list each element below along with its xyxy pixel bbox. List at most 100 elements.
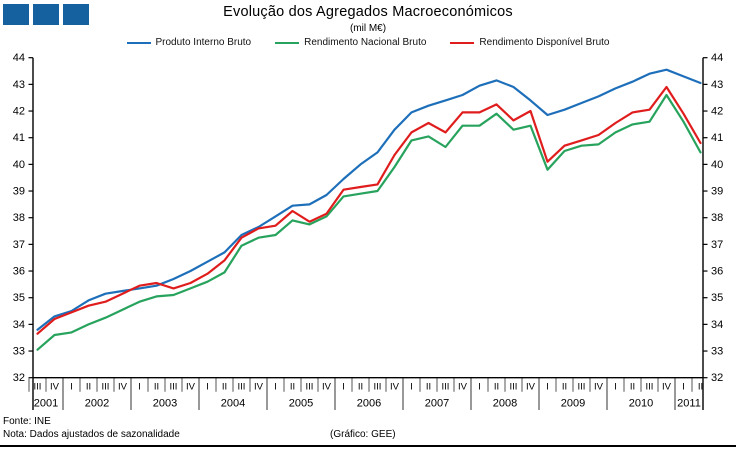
y-axis-label-left: 40 bbox=[13, 159, 25, 171]
year-label: 2005 bbox=[289, 398, 313, 410]
quarter-label: III bbox=[238, 382, 246, 393]
quarter-label: II bbox=[290, 382, 295, 393]
footer-source: Fonte: INE bbox=[3, 416, 51, 427]
legend-line-swatch bbox=[126, 41, 151, 44]
quarter-label: II bbox=[494, 382, 499, 393]
quarter-label: I bbox=[546, 382, 549, 393]
footer-note: Nota: Dados ajustados de sazonalidade bbox=[3, 429, 180, 440]
y-axis-label-left: 35 bbox=[13, 292, 25, 304]
footer-divider bbox=[0, 445, 736, 447]
quarter-label: IV bbox=[526, 382, 536, 393]
quarter-label: II bbox=[358, 382, 363, 393]
quarter-label: I bbox=[206, 382, 209, 393]
legend-item: Rendimento Disponível Bruto bbox=[450, 37, 610, 48]
y-axis-label-right: 36 bbox=[711, 266, 723, 278]
quarter-label: IV bbox=[662, 382, 672, 393]
series-line-rendimento-dispon-vel-bruto bbox=[36, 85, 702, 335]
quarter-label: II bbox=[426, 382, 431, 393]
y-axis-label-right: 42 bbox=[711, 106, 723, 118]
year-label: 2010 bbox=[629, 398, 653, 410]
chart-legend: Produto Interno Bruto Rendimento Nacional… bbox=[0, 37, 736, 48]
quarter-label: III bbox=[170, 382, 178, 393]
chart-subtitle: (mil M€) bbox=[349, 23, 387, 34]
logo-square bbox=[63, 4, 89, 25]
year-label: 2001 bbox=[34, 398, 58, 410]
legend-line-swatch bbox=[450, 41, 475, 44]
quarter-label: IV bbox=[458, 382, 468, 393]
series-line-rendimento-nacional-bruto bbox=[36, 93, 702, 351]
y-axis-label-right: 32 bbox=[711, 372, 723, 384]
quarter-label: IV bbox=[390, 382, 400, 393]
series-line-produto-interno-bruto bbox=[36, 68, 702, 331]
chart-title: Evolução dos Agregados Macroeconómicos bbox=[223, 4, 513, 20]
footer-credit: (Gráfico: GEE) bbox=[330, 429, 396, 440]
legend-item: Rendimento Nacional Bruto bbox=[275, 37, 426, 48]
y-axis-label-left: 37 bbox=[13, 239, 25, 251]
quarter-label: IV bbox=[594, 382, 604, 393]
year-label: 2002 bbox=[85, 398, 109, 410]
y-axis-label-right: 35 bbox=[711, 292, 723, 304]
quarter-label: II bbox=[698, 382, 703, 393]
quarter-label: III bbox=[442, 382, 450, 393]
quarter-label: I bbox=[138, 382, 141, 393]
y-axis-label-left: 34 bbox=[13, 319, 25, 331]
year-label: 2007 bbox=[425, 398, 449, 410]
quarter-label: IV bbox=[118, 382, 128, 393]
quarter-label: III bbox=[646, 382, 654, 393]
gee-logo bbox=[3, 4, 89, 25]
legend-label: Rendimento Disponível Bruto bbox=[479, 37, 610, 48]
legend-label: Produto Interno Bruto bbox=[155, 37, 252, 48]
quarter-label: II bbox=[630, 382, 635, 393]
quarter-label: III bbox=[102, 382, 110, 393]
legend-line-swatch bbox=[275, 41, 300, 44]
quarter-label: IV bbox=[186, 382, 196, 393]
year-label: 2004 bbox=[221, 398, 245, 410]
y-axis-label-left: 44 bbox=[13, 52, 25, 64]
y-axis-label-left: 33 bbox=[13, 346, 25, 358]
quarter-label: I bbox=[410, 382, 413, 393]
quarter-label: I bbox=[478, 382, 481, 393]
quarter-label: II bbox=[222, 382, 227, 393]
quarter-label: IV bbox=[50, 382, 60, 393]
logo-square bbox=[33, 4, 59, 25]
y-axis-label-right: 44 bbox=[711, 52, 723, 64]
year-label: 2008 bbox=[493, 398, 517, 410]
quarter-label: I bbox=[342, 382, 345, 393]
year-label: 2003 bbox=[153, 398, 177, 410]
y-axis-label-right: 33 bbox=[711, 346, 723, 358]
quarter-label: I bbox=[274, 382, 277, 393]
y-axis-label-left: 42 bbox=[13, 106, 25, 118]
legend-label: Rendimento Nacional Bruto bbox=[304, 37, 427, 48]
quarter-label: IV bbox=[254, 382, 264, 393]
y-axis-label-left: 32 bbox=[13, 372, 25, 384]
quarter-label: II bbox=[154, 382, 159, 393]
y-axis-label-right: 41 bbox=[711, 132, 723, 144]
year-label: 2009 bbox=[561, 398, 585, 410]
y-axis-label-left: 43 bbox=[13, 79, 25, 91]
logo-square bbox=[3, 4, 29, 25]
quarter-label: I bbox=[70, 382, 73, 393]
y-axis-label-right: 43 bbox=[711, 79, 723, 91]
legend-item: Produto Interno Bruto bbox=[126, 37, 252, 48]
y-axis-label-right: 37 bbox=[711, 239, 723, 251]
quarter-label: II bbox=[86, 382, 91, 393]
quarter-label: II bbox=[562, 382, 567, 393]
quarter-label: IV bbox=[322, 382, 332, 393]
quarter-label: I bbox=[682, 382, 685, 393]
y-axis-label-right: 34 bbox=[711, 319, 723, 331]
quarter-label: III bbox=[374, 382, 382, 393]
y-axis-label-left: 38 bbox=[13, 212, 25, 224]
y-axis-label-left: 41 bbox=[13, 132, 25, 144]
y-axis-label-right: 38 bbox=[711, 212, 723, 224]
quarter-label: III bbox=[34, 382, 42, 393]
y-axis-label-right: 40 bbox=[711, 159, 723, 171]
quarter-label: III bbox=[578, 382, 586, 393]
quarter-label: I bbox=[614, 382, 617, 393]
y-axis-label-left: 36 bbox=[13, 266, 25, 278]
quarter-label: III bbox=[306, 382, 314, 393]
year-label: 2006 bbox=[357, 398, 381, 410]
quarter-label: III bbox=[510, 382, 518, 393]
year-label: 2011 bbox=[677, 398, 701, 410]
y-axis-label-right: 39 bbox=[711, 186, 723, 198]
